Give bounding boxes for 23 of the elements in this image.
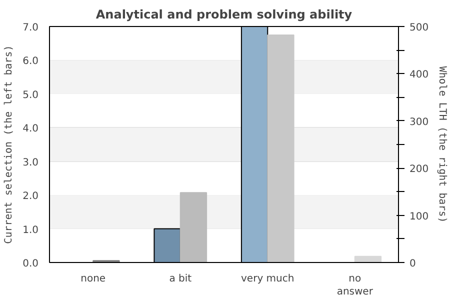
y2-axis-title: Whole LTH (the right bars) <box>436 66 448 223</box>
x-tick-label: a bit <box>169 274 192 284</box>
y2-tick-label: 100 <box>410 211 429 222</box>
y2-tick-label: 500 <box>410 22 429 34</box>
y-tick-label: 1.0 <box>22 224 39 236</box>
y-axis-title: Current selection (the left bars) <box>4 45 15 244</box>
y2-tick-label: 200 <box>410 164 429 176</box>
bar <box>354 256 382 262</box>
x-tick-label: none <box>80 274 106 284</box>
y-tick-label: 6.0 <box>22 56 39 68</box>
chart-title: Analytical and problem solving ability <box>96 8 352 22</box>
x-tick-label: very much <box>241 274 294 284</box>
y-tick-label: 0.0 <box>22 258 39 270</box>
y-tick-label: 3.0 <box>22 157 39 168</box>
y2-tick-label: 0 <box>410 258 416 270</box>
y-tick-label: 2.0 <box>22 191 39 202</box>
bar <box>180 192 208 262</box>
y2-tick-label: 400 <box>410 70 429 81</box>
y-tick-label: 7.0 <box>22 22 39 34</box>
y-tick-label: 4.0 <box>22 124 39 135</box>
y-tick-label: 5.0 <box>22 90 39 101</box>
y2-tick-label: 300 <box>410 116 429 128</box>
x-tick-label: no answer <box>336 274 374 298</box>
